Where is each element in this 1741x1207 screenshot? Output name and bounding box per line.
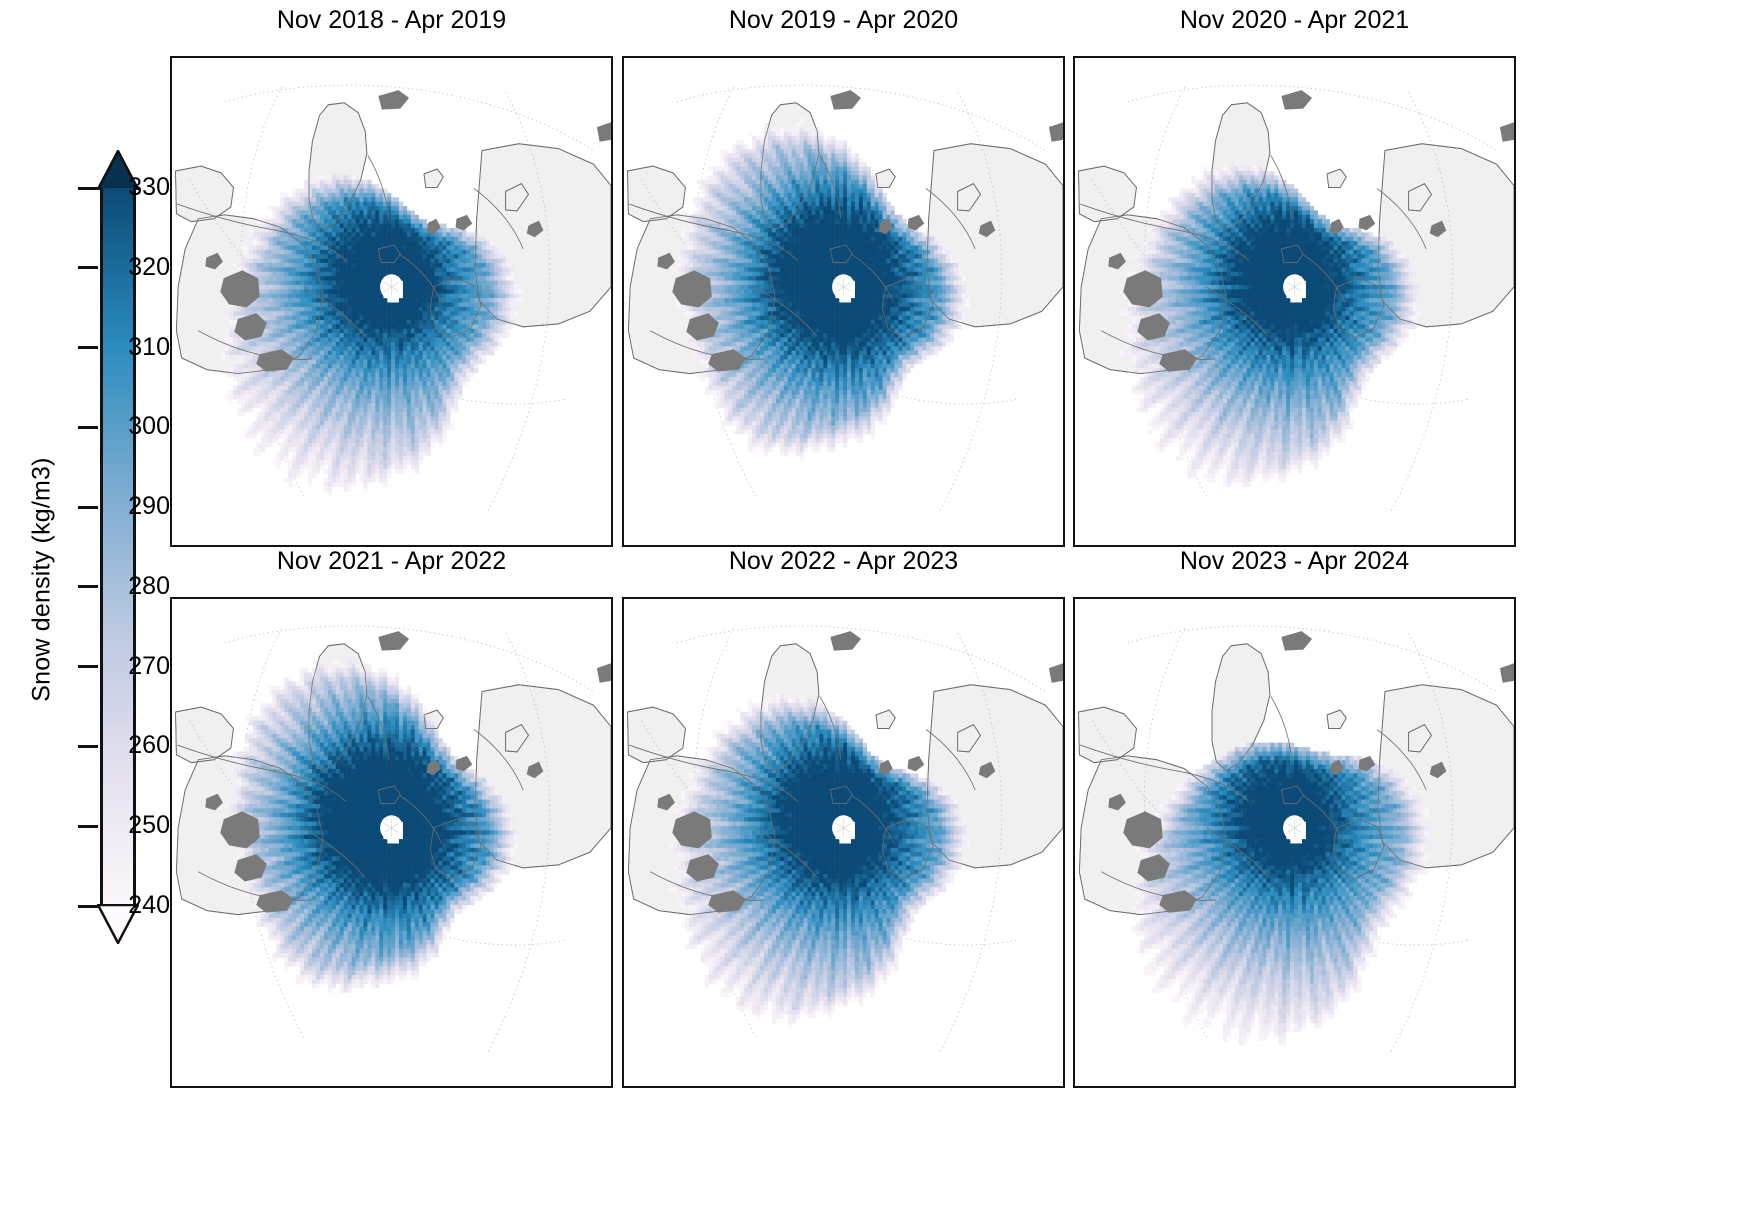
snow-density-raster (1128, 742, 1433, 1046)
colorbar-tick-label: 240 (100, 893, 170, 918)
panel-title: Nov 2020 - Apr 2021 (1073, 8, 1516, 33)
colorbar-tick-label: 260 (100, 733, 170, 758)
glacier-layer (1108, 90, 1514, 372)
colorbar-tick-label: 280 (100, 573, 170, 599)
colorbar-axis-label: Snow density (kg/m3) (28, 280, 57, 880)
colorbar-tick (78, 505, 98, 509)
panel-title: Nov 2021 - Apr 2022 (170, 549, 613, 574)
map-panel-4: Nov 2021 - Apr 2022 (170, 0, 613, 1207)
glacier-layer (657, 631, 1063, 913)
arctic-map-canvas (622, 56, 1065, 547)
colorbar-tick-label: 320 (100, 254, 170, 280)
snow-density-raster (1120, 162, 1421, 487)
colorbar-tick (78, 665, 98, 669)
graticule-layer (641, 84, 1046, 512)
graticule-layer (189, 625, 594, 1053)
colorbar-tick (78, 585, 98, 589)
coastline-layer (175, 102, 611, 375)
map-panel-grid: Nov 2018 - Apr 2019 Nov 2019 - Apr 2020 No… (170, 0, 1741, 1207)
coastline-layer (1078, 102, 1514, 375)
snow-density-raster (225, 655, 518, 993)
graticule-layer (641, 625, 1046, 1053)
colorbar-tick (78, 824, 98, 828)
arctic-map-canvas (170, 56, 613, 547)
coastline-layer (1078, 643, 1514, 916)
map-panel-6: Nov 2023 - Apr 2024 (1073, 0, 1516, 1207)
arctic-map-canvas (1073, 56, 1516, 547)
map-panel-2: Nov 2019 - Apr 2020 (622, 0, 1065, 1207)
colorbar-tick-label: 330 (100, 175, 170, 200)
colorbar-tick-label: 290 (100, 494, 170, 519)
colorbar-tick-label: 270 (100, 653, 170, 679)
colorbar-tick-label: 310 (100, 334, 170, 360)
map-panel-1: Nov 2018 - Apr 2019 (170, 0, 613, 1207)
colorbar-tick (78, 346, 98, 350)
colorbar-extend-bottom-arrow (97, 904, 139, 944)
arctic-map-canvas (1073, 597, 1516, 1088)
colorbar-gradient (100, 188, 136, 906)
map-panel-5: Nov 2022 - Apr 2023 (622, 0, 1065, 1207)
arctic-map-canvas (170, 597, 613, 1088)
colorbar-tick-label: 300 (100, 414, 170, 439)
panel-title: Nov 2023 - Apr 2024 (1073, 549, 1516, 574)
glacier-layer (205, 631, 611, 913)
panel-title: Nov 2022 - Apr 2023 (622, 549, 1065, 574)
coastline-layer (627, 102, 1063, 375)
colorbar-tick-label: 250 (100, 813, 170, 838)
graticule-layer (1092, 625, 1497, 1053)
arctic-map-canvas (622, 597, 1065, 1088)
graticule-layer (1092, 84, 1497, 512)
glacier-layer (657, 90, 1063, 372)
colorbar-tick (78, 266, 98, 270)
colorbar-tick (78, 744, 98, 748)
map-panel-3: Nov 2020 - Apr 2021 (1073, 0, 1516, 1207)
colorbar-tick (78, 186, 98, 190)
coastline-layer (627, 643, 1063, 916)
colorbar: Snow density (kg/m3) 330 320 310 300 290 280 2… (0, 0, 170, 1207)
panel-title: Nov 2018 - Apr 2019 (170, 8, 613, 33)
glacier-layer (205, 90, 611, 372)
graticule-layer (189, 84, 594, 512)
coastline-layer (175, 643, 611, 916)
panel-title: Nov 2019 - Apr 2020 (622, 8, 1065, 33)
colorbar-tick (78, 425, 98, 429)
snow-density-raster (673, 118, 970, 461)
colorbar-tick (78, 904, 98, 908)
glacier-layer (1108, 631, 1514, 913)
